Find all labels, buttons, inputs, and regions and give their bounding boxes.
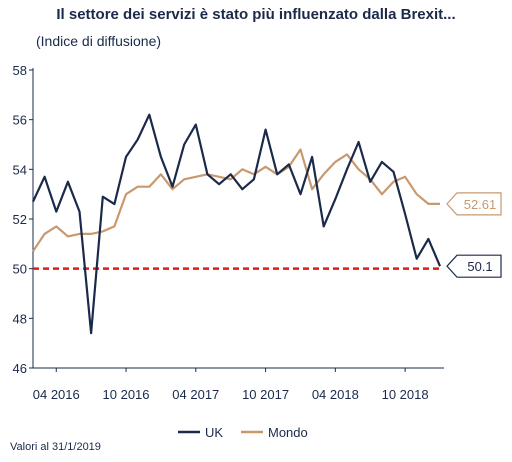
callouts-group: 52.61 50.1 (446, 192, 502, 278)
x-tick-label: 04 2018 (312, 387, 359, 402)
callout-box-mondo (446, 192, 502, 216)
y-tick-label: 52 (13, 212, 27, 227)
y-tick-label: 48 (13, 311, 27, 326)
y-tick-label: 58 (13, 63, 27, 78)
chart-subtitle: (Indice di diffusione) (36, 33, 162, 49)
x-tick-label: 10 2018 (382, 387, 429, 402)
y-tick-label: 56 (13, 113, 27, 128)
legend: UK Mondo (178, 425, 308, 440)
x-tick-label: 04 2017 (172, 387, 219, 402)
y-tick-label: 50 (13, 262, 27, 277)
callout-box-uk (446, 254, 502, 278)
footnote: Valori al 31/1/2019 (10, 441, 101, 453)
x-tick-label: 04 2016 (33, 387, 80, 402)
x-axis: 04 2016 10 2016 04 2017 10 2017 04 2018 10 20… (33, 367, 444, 402)
x-tick-label: 10 2017 (242, 387, 289, 402)
y-tick-label: 54 (13, 162, 27, 177)
legend-label-uk: UK (205, 425, 223, 440)
chart-title: Il settore dei servizi è stato più influ… (56, 6, 456, 23)
series-group (32, 113, 442, 335)
y-axis: 46 48 50 52 54 56 58 (13, 63, 34, 376)
y-tick-label: 46 (13, 361, 27, 376)
callout-label-uk: 50.1 (467, 259, 492, 274)
x-tick-label: 10 2016 (103, 387, 150, 402)
legend-label-mondo: Mondo (268, 425, 308, 440)
callout-label-mondo: 52.61 (464, 197, 497, 212)
series-line-uk (32, 113, 442, 335)
